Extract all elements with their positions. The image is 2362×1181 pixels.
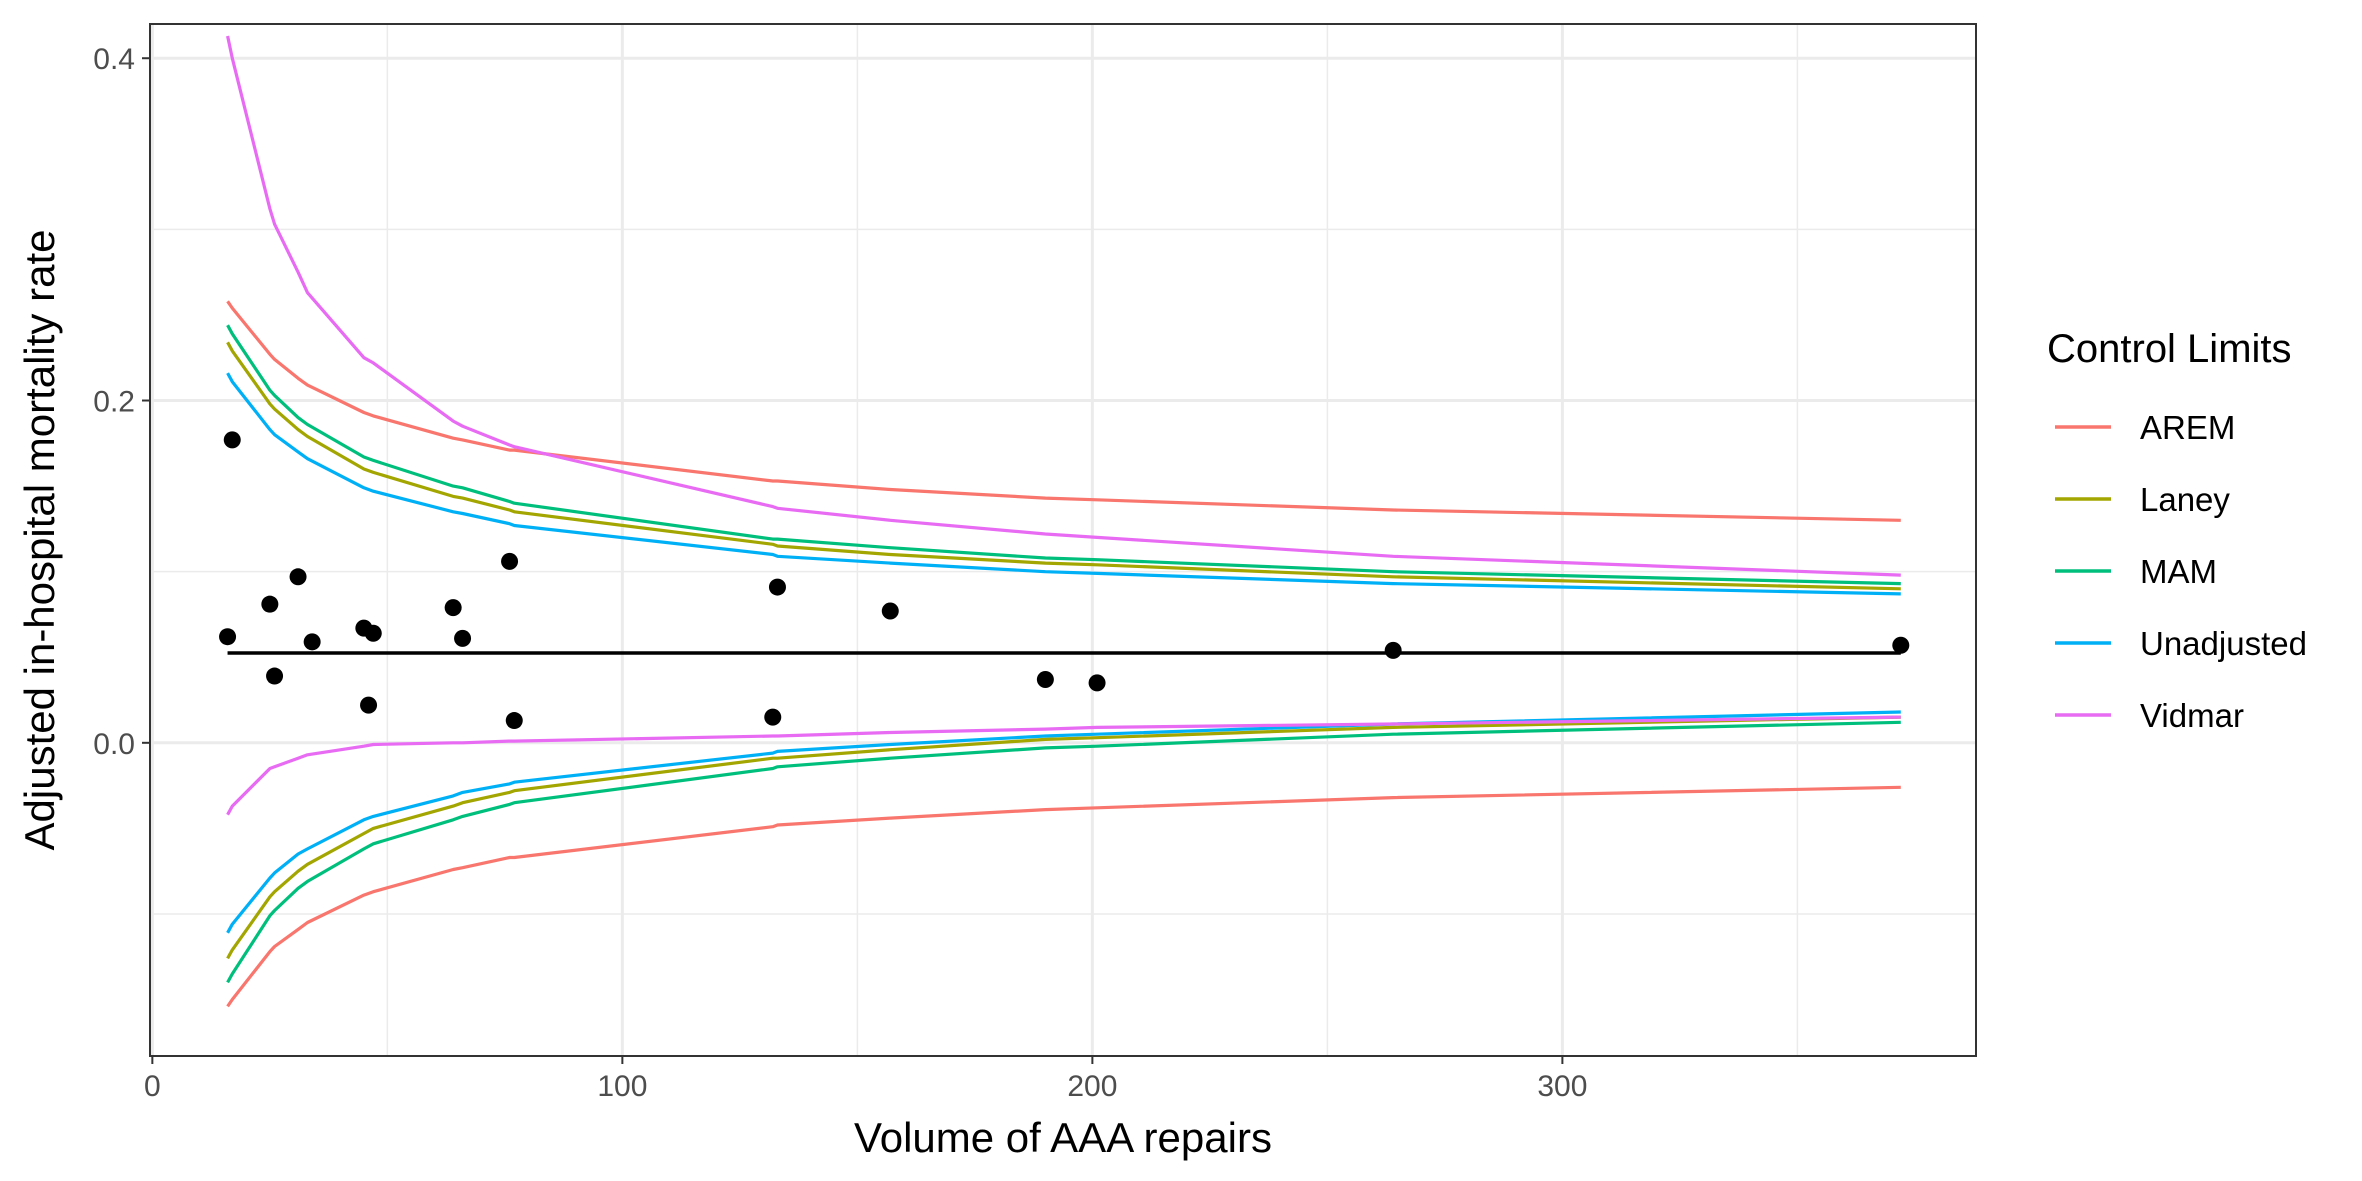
legend-label-arem: AREM [2140, 409, 2235, 446]
series-line-arem-lower [226, 785, 1901, 1008]
y-tick-label: 0.2 [93, 386, 135, 419]
data-point [454, 629, 472, 647]
series-line-unadjusted-lower [226, 710, 1901, 934]
data-point [1384, 641, 1402, 659]
legend-label-laney: Laney [2140, 481, 2230, 518]
data-point [505, 712, 523, 730]
series-line-mam-upper [226, 324, 1901, 586]
legend-label-unadjusted: Unadjusted [2140, 625, 2307, 662]
data-point [360, 696, 378, 714]
series-line-vidmar-upper [226, 35, 1901, 577]
x-tick-label: 300 [1537, 1070, 1587, 1103]
data-point [219, 628, 237, 646]
data-points [219, 431, 1910, 730]
y-tick-label: 0.4 [93, 43, 135, 76]
y-tick-label: 0.0 [93, 728, 135, 761]
series-line-mam-lower [226, 720, 1901, 984]
data-point [881, 602, 899, 620]
data-point [261, 595, 279, 613]
data-point [501, 552, 519, 570]
series-line-arem-upper [226, 300, 1901, 522]
series-line-vidmar-lower [226, 715, 1901, 816]
series-line-unadjusted-upper [226, 372, 1901, 596]
control-limit-lines [226, 35, 1901, 1008]
data-point [223, 431, 241, 449]
y-axis-title: Adjusted in-hospital mortality rate [16, 230, 63, 851]
data-point [364, 624, 382, 642]
legend-label-mam: MAM [2140, 553, 2217, 590]
data-point [289, 568, 307, 586]
plot-panel-border [149, 23, 1977, 1057]
series-line-laney-upper [226, 341, 1901, 591]
x-tick-label: 0 [144, 1070, 161, 1103]
data-point [303, 633, 321, 651]
legend: Control Limits AREM Laney MAM Unadjusted Vid… [2047, 327, 2307, 734]
x-tick-label: 200 [1067, 1070, 1117, 1103]
data-point [1036, 670, 1054, 688]
legend-title: Control Limits [2047, 327, 2292, 371]
x-axis-title: Volume of AAA repairs [854, 1114, 1272, 1161]
data-point [444, 599, 462, 617]
series-line-laney-lower [226, 715, 1901, 960]
axes: 0 100 200 300 0.0 0.2 0.4 [93, 43, 1587, 1103]
data-point [266, 667, 284, 685]
data-point [764, 708, 782, 726]
data-point [768, 578, 786, 596]
data-point [1088, 674, 1106, 692]
data-point [1892, 636, 1910, 654]
x-tick-label: 100 [597, 1070, 647, 1103]
legend-label-vidmar: Vidmar [2140, 697, 2244, 734]
